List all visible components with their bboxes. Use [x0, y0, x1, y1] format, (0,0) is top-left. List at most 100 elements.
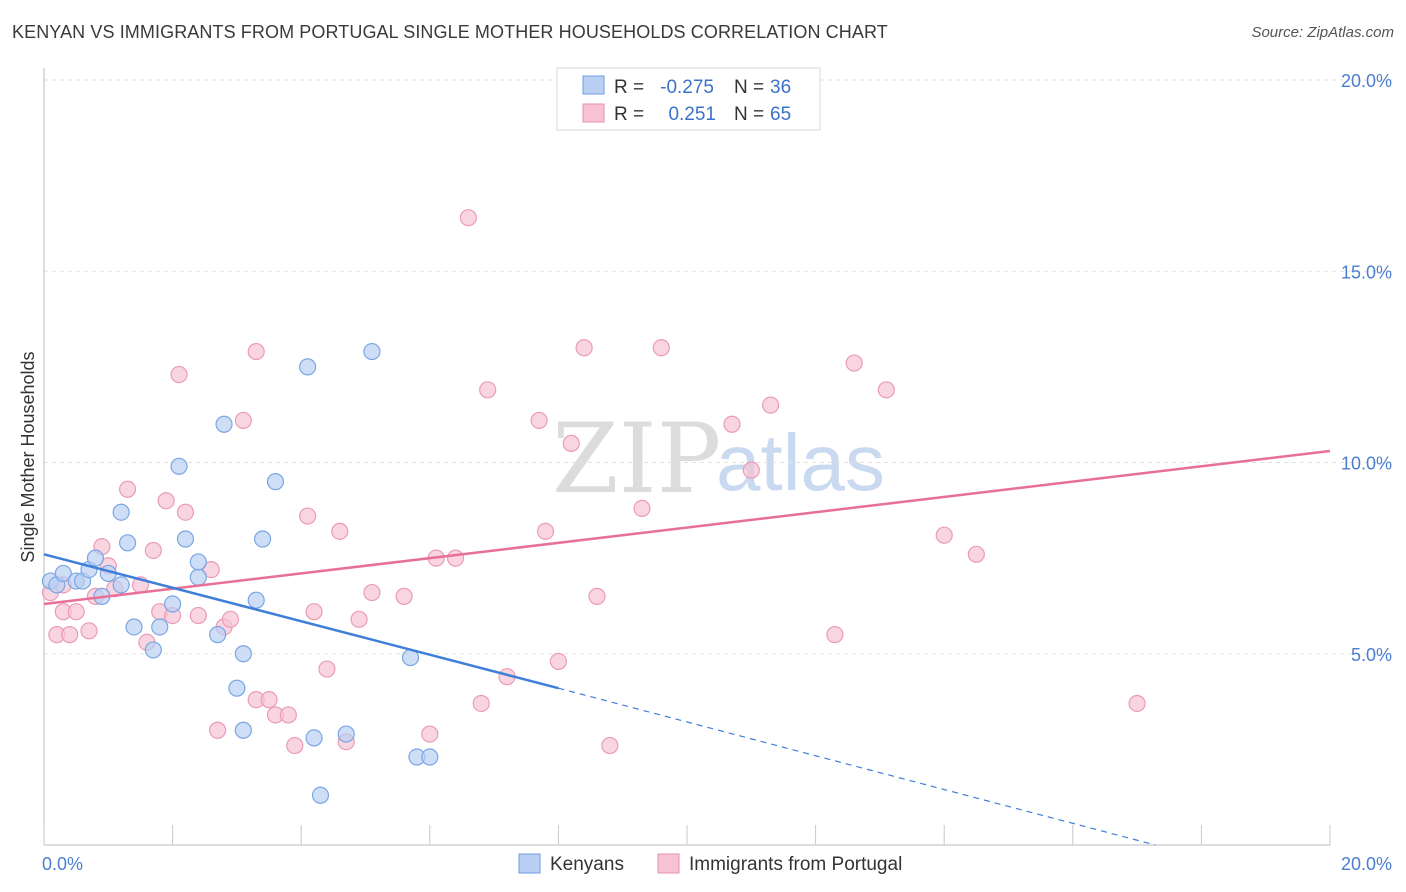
point-kenyans	[234, 645, 252, 663]
y-tick-labels: 5.0% 10.0% 15.0% 20.0%	[1341, 71, 1392, 665]
point-kenyans	[118, 534, 137, 552]
point-kenyans	[189, 568, 207, 586]
point-kenyans	[215, 415, 233, 433]
point-portugal	[80, 622, 98, 640]
y-tick-label: 5.0%	[1351, 645, 1392, 665]
point-kenyans	[86, 549, 105, 567]
point-kenyans	[299, 358, 317, 376]
point-portugal	[363, 583, 381, 602]
trendline-portugal	[43, 449, 1331, 606]
trendline-kenyans	[43, 553, 559, 690]
point-portugal	[202, 560, 220, 579]
point-kenyans	[189, 553, 207, 571]
point-portugal	[601, 736, 619, 755]
x-tick-label-min: 0.0%	[42, 854, 83, 874]
y-tick-label: 10.0%	[1341, 454, 1392, 474]
point-kenyans	[247, 591, 265, 609]
point-kenyans	[234, 721, 252, 739]
source-label: Source: ZipAtlas.com	[1251, 24, 1394, 41]
point-portugal	[845, 354, 863, 372]
trendline-kenyans-extension	[558, 687, 1156, 846]
trendlines	[43, 449, 1331, 846]
point-portugal	[1128, 694, 1146, 713]
point-kenyans	[164, 595, 182, 613]
point-portugal	[536, 522, 555, 540]
point-portugal	[479, 381, 497, 399]
point-portugal	[652, 339, 670, 357]
point-kenyans	[209, 626, 227, 644]
bottom-swatch-kenyans	[518, 853, 541, 874]
point-portugal	[530, 411, 548, 430]
point-kenyans	[125, 618, 143, 636]
point-portugal	[286, 736, 304, 755]
point-kenyans	[305, 729, 323, 747]
point-portugal	[305, 603, 323, 621]
legend-r-label-2: R =	[614, 104, 644, 125]
legend-bottom: Kenyans Immigrants from Portugal	[518, 853, 902, 875]
x-ticks	[43, 825, 1331, 845]
legend-r-label-1: R =	[614, 77, 644, 98]
legend-n-value-2: 65	[770, 104, 791, 125]
point-portugal	[742, 461, 760, 479]
point-kenyans	[112, 576, 130, 594]
point-portugal	[176, 503, 195, 521]
point-portugal	[633, 499, 651, 517]
point-portugal	[331, 522, 349, 540]
point-portugal	[279, 706, 297, 724]
bottom-legend-kenyans: Kenyans	[550, 854, 624, 875]
point-portugal	[575, 339, 593, 357]
point-portugal	[170, 365, 188, 384]
point-kenyans	[54, 564, 72, 583]
point-portugal	[61, 626, 79, 644]
point-kenyans	[254, 530, 272, 548]
legend-n-value-1: 36	[770, 77, 791, 98]
legend-swatch-portugal	[582, 103, 605, 123]
point-portugal	[118, 480, 137, 498]
point-portugal	[144, 541, 162, 560]
chart-title: KENYAN VS IMMIGRANTS FROM PORTUGAL SINGL…	[12, 22, 888, 42]
x-tick-label-max: 20.0%	[1341, 854, 1392, 874]
watermark-atlas: atlas	[716, 418, 885, 507]
point-portugal	[549, 652, 568, 671]
point-portugal	[318, 660, 336, 678]
point-portugal	[723, 415, 741, 433]
point-portugal	[421, 725, 439, 743]
point-portugal	[588, 587, 606, 605]
point-portugal	[299, 507, 317, 525]
legend-swatch-kenyans	[582, 75, 605, 95]
point-portugal	[446, 549, 465, 567]
point-portugal	[350, 610, 368, 628]
point-portugal	[395, 587, 413, 605]
data-points	[41, 209, 1146, 804]
point-portugal	[967, 545, 985, 563]
point-portugal	[67, 603, 85, 621]
point-portugal	[209, 721, 227, 739]
legend-top: R = -0.275 N = 36 R = 0.251 N = 65	[556, 67, 821, 131]
legend-r-value-1: -0.275	[660, 77, 714, 98]
point-portugal	[935, 526, 953, 544]
grid-lines	[44, 79, 1394, 655]
point-kenyans	[112, 503, 130, 521]
y-tick-label: 15.0%	[1341, 262, 1392, 282]
point-kenyans	[266, 473, 285, 491]
bottom-swatch-portugal	[657, 853, 680, 874]
legend-n-label-1: N =	[734, 77, 764, 98]
point-portugal	[877, 381, 895, 399]
bottom-legend-portugal: Immigrants from Portugal	[689, 854, 902, 875]
legend-r-value-2: 0.251	[668, 104, 716, 125]
point-portugal	[562, 434, 580, 452]
point-portugal	[221, 610, 240, 628]
point-kenyans	[311, 786, 330, 804]
point-portugal	[459, 209, 477, 227]
y-tick-label: 20.0%	[1341, 71, 1392, 91]
point-portugal	[472, 694, 490, 713]
point-portugal	[189, 606, 207, 625]
point-portugal	[761, 396, 780, 414]
y-axis-label: Single Mother Households	[18, 351, 38, 562]
point-kenyans	[337, 725, 355, 743]
point-kenyans	[170, 457, 188, 475]
point-portugal	[157, 492, 175, 510]
legend-n-label-2: N =	[734, 104, 764, 125]
point-portugal	[247, 342, 265, 361]
